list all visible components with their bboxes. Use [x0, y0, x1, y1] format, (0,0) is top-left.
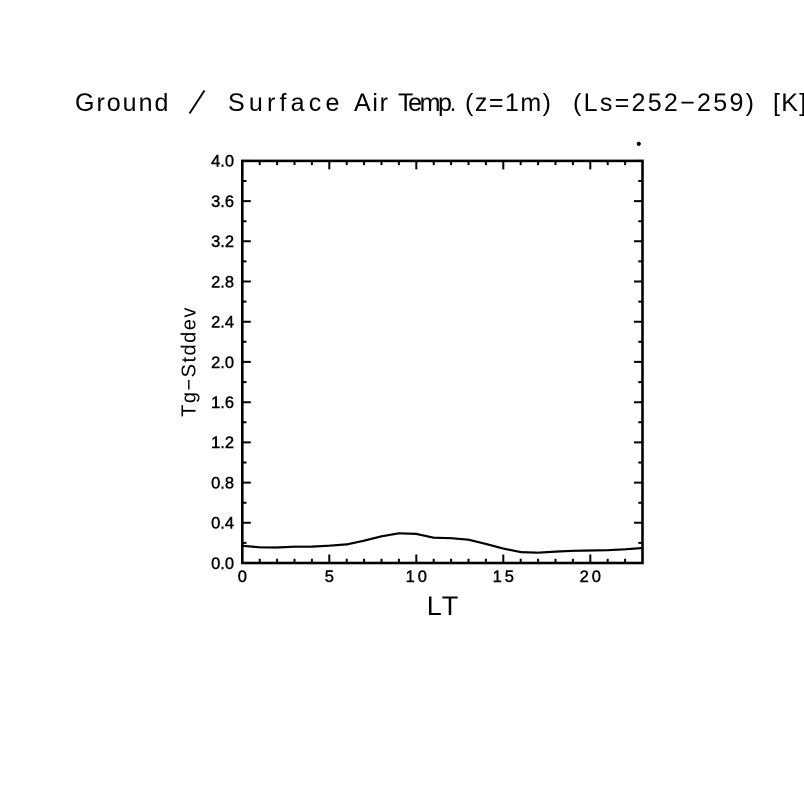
svg-text:15: 15	[493, 568, 517, 586]
svg-text:2.8: 2.8	[211, 273, 234, 291]
svg-text:Surface: Surface	[228, 89, 344, 117]
svg-text:20: 20	[580, 568, 604, 586]
svg-text:(z=1m): (z=1m)	[465, 89, 552, 117]
svg-text:1.6: 1.6	[211, 394, 234, 412]
svg-text:(Ls=252−259): (Ls=252−259)	[573, 89, 756, 117]
svg-text:Tg−Stddev: Tg−Stddev	[179, 306, 201, 417]
svg-text:LT: LT	[427, 591, 461, 621]
svg-text:Air: Air	[354, 89, 390, 117]
svg-text:1.2: 1.2	[211, 434, 234, 452]
svg-text:Temp.: Temp.	[398, 89, 455, 117]
svg-text:0: 0	[238, 568, 247, 586]
svg-text:5: 5	[325, 568, 334, 586]
svg-text:[K]: [K]	[773, 89, 804, 117]
svg-text:4.0: 4.0	[211, 153, 234, 171]
svg-text:3.6: 3.6	[211, 193, 234, 211]
svg-text:0.8: 0.8	[211, 474, 234, 492]
svg-text:2.4: 2.4	[211, 313, 234, 331]
svg-text:Ground: Ground	[75, 89, 170, 117]
svg-text:10: 10	[406, 568, 430, 586]
svg-text:0.0: 0.0	[211, 555, 234, 573]
svg-text:2.0: 2.0	[211, 354, 234, 372]
svg-text:3.2: 3.2	[211, 233, 234, 251]
svg-text:0.4: 0.4	[211, 515, 234, 533]
